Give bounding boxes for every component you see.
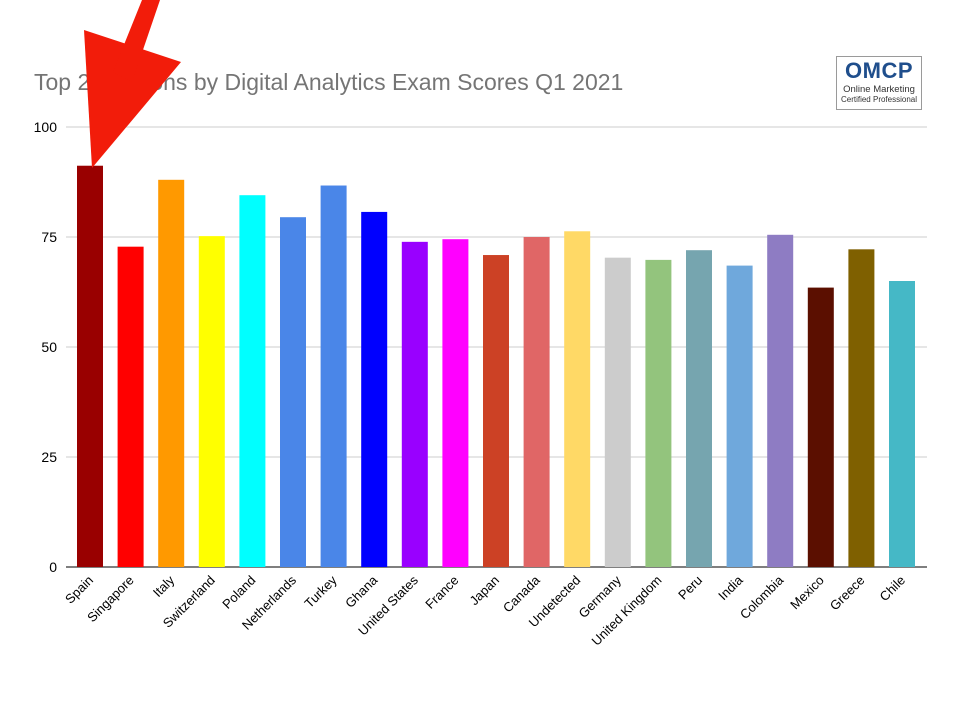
x-tick-label: Chile — [877, 573, 909, 605]
bars — [77, 165, 915, 568]
bar-france — [442, 239, 469, 567]
bar-poland — [239, 195, 266, 567]
y-tick-label: 100 — [34, 119, 58, 135]
bar-mexico — [807, 287, 834, 567]
arrow-annotation — [84, 0, 181, 168]
x-tick-label: Turkey — [301, 572, 340, 611]
x-tick-label: Peru — [675, 573, 705, 603]
bar-united-states — [401, 241, 428, 567]
bar-turkey — [320, 185, 347, 567]
x-tick-label: Poland — [219, 573, 258, 612]
logo-tagline-2: Certified Professional — [840, 95, 918, 104]
bar-germany — [604, 257, 631, 567]
bar-ghana — [361, 211, 388, 568]
x-tick-label: Ghana — [342, 572, 381, 611]
y-tick-label: 0 — [49, 559, 57, 575]
bar-netherlands — [280, 217, 306, 567]
logo-tagline-1: Online Marketing — [843, 84, 915, 95]
bar-undetected — [564, 231, 591, 567]
x-tick-label: Colombia — [737, 572, 787, 622]
bar-united-kingdom — [645, 259, 672, 567]
x-tick-label: Japan — [466, 573, 502, 609]
bar-peru — [686, 250, 712, 567]
bar-canada — [523, 237, 550, 567]
x-tick-label: Spain — [62, 573, 96, 607]
x-tick-label: France — [422, 573, 461, 612]
bar-chile — [889, 281, 915, 567]
x-tick-label: Italy — [150, 572, 178, 600]
bar-spain — [77, 165, 103, 567]
x-tick-label: Greece — [827, 573, 868, 614]
y-tick-label: 75 — [41, 229, 57, 245]
x-tick-label: Mexico — [787, 573, 827, 613]
arrow-shaft — [113, 0, 160, 82]
x-tick-label: India — [715, 572, 746, 603]
bar-italy — [158, 179, 185, 568]
bar-india — [726, 265, 753, 567]
y-axis: 0 25 50 75 100 — [34, 119, 58, 575]
y-tick-label: 25 — [41, 449, 57, 465]
bar-singapore — [117, 246, 144, 567]
x-tick-label: United Kingdom — [589, 573, 665, 649]
omcp-logo: OMCP Online Marketing Certified Professi… — [836, 56, 922, 110]
bar-switzerland — [198, 236, 225, 567]
logo-mark: OMCP — [845, 58, 913, 83]
y-tick-label: 50 — [41, 339, 57, 355]
bar-colombia — [767, 234, 794, 568]
arrow-head — [84, 30, 181, 168]
bar-japan — [483, 255, 509, 568]
bar-greece — [848, 249, 875, 567]
